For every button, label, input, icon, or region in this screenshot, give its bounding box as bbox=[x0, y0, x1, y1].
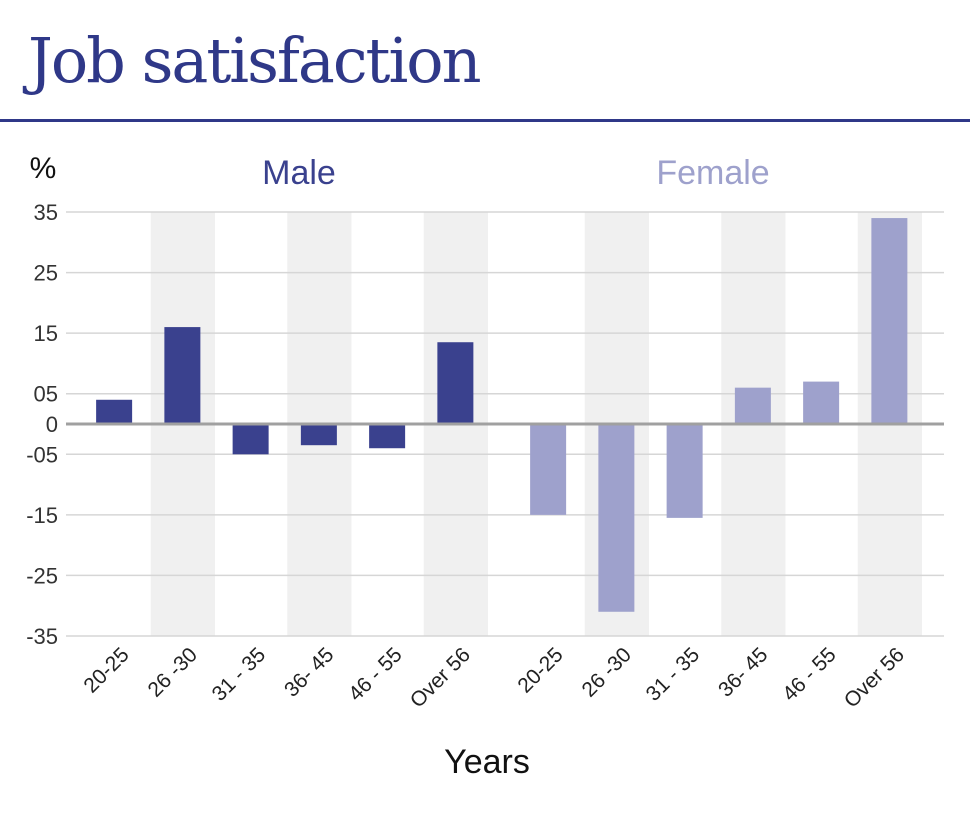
x-axis-label: Years bbox=[444, 743, 530, 781]
y-axis-unit: % bbox=[30, 152, 57, 185]
x-category-label: Over 56 bbox=[406, 643, 475, 712]
x-category-label: 26 -30 bbox=[144, 643, 202, 701]
y-tick-label: 05 bbox=[34, 382, 58, 407]
bar-female bbox=[734, 387, 771, 424]
bar-male bbox=[232, 424, 269, 455]
y-tick-label: 25 bbox=[34, 261, 58, 286]
chart-title: Job satisfaction bbox=[28, 24, 482, 97]
x-category-label: 36- 45 bbox=[280, 643, 338, 701]
bar-male bbox=[369, 424, 406, 449]
x-category-label: 46 - 55 bbox=[778, 643, 841, 706]
y-tick-label: -05 bbox=[26, 442, 58, 467]
bar-female bbox=[803, 381, 840, 424]
x-category-label: 36- 45 bbox=[714, 643, 772, 701]
y-tick-label: -35 bbox=[26, 624, 58, 649]
bar-male bbox=[300, 424, 337, 446]
bar-female bbox=[530, 424, 567, 515]
y-tick-label: 35 bbox=[34, 200, 58, 225]
x-category-label: 26 -30 bbox=[578, 643, 636, 701]
bar-female bbox=[666, 424, 703, 518]
x-category-label: 20-25 bbox=[79, 643, 133, 697]
group-label-female: Female bbox=[656, 154, 769, 192]
bar-male bbox=[164, 327, 201, 424]
bar-male bbox=[437, 342, 474, 424]
bar-female bbox=[871, 218, 908, 424]
y-tick-label: -15 bbox=[26, 503, 58, 528]
y-tick-label: 0 bbox=[46, 412, 58, 437]
y-tick-label: 15 bbox=[34, 321, 58, 346]
title-rule bbox=[0, 119, 970, 122]
x-category-label: 46 - 55 bbox=[344, 643, 407, 706]
bar-female bbox=[598, 424, 635, 612]
x-category-label: 20-25 bbox=[513, 643, 567, 697]
x-category-label: 31 - 35 bbox=[642, 643, 705, 706]
bar-male bbox=[96, 399, 133, 424]
y-tick-label: -25 bbox=[26, 563, 58, 588]
x-category-label: Over 56 bbox=[840, 643, 909, 712]
group-label-male: Male bbox=[262, 154, 336, 192]
x-category-label: 31 - 35 bbox=[208, 643, 271, 706]
